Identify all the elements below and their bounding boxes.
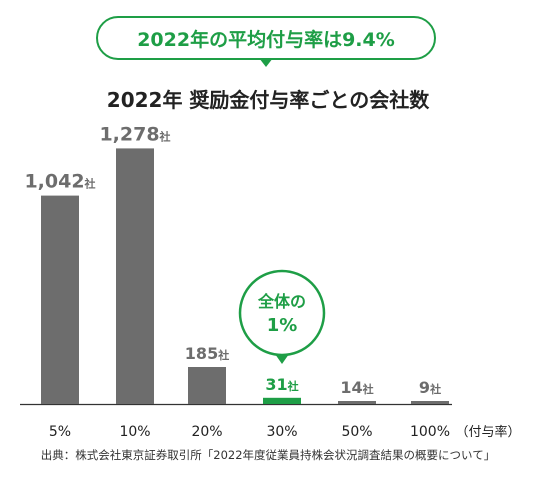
value-label: 31社	[265, 375, 298, 394]
x-tick-label: 30%	[266, 424, 297, 440]
x-tick-label: 50%	[341, 424, 372, 440]
x-tick-label: 20%	[191, 424, 222, 440]
value-label: 1,278社	[99, 123, 170, 145]
bar-5pct	[41, 195, 79, 404]
source-note: 出典：株式会社東京証券取引所「2022年度従業員持株会状況調査結果の概要について…	[40, 448, 496, 462]
bar-100pct	[411, 401, 449, 404]
average-rate-text: 2022年の平均付与率は9.4%	[137, 28, 395, 51]
bar-50pct	[338, 401, 376, 404]
x-tick-label: 5%	[49, 424, 71, 440]
bar-20pct	[188, 367, 226, 404]
value-label: 9社	[419, 378, 441, 397]
callout-pointer	[259, 58, 273, 67]
chart-title: 2022年 奨励金付与率ごとの会社数	[106, 88, 430, 112]
bar-30pct	[263, 397, 301, 404]
value-label: 1,042社	[24, 171, 95, 193]
highlight-note-line2: 1%	[267, 315, 298, 336]
average-rate-callout: 2022年の平均付与率は9.4%	[96, 16, 436, 60]
x-axis-label: （付与率）	[455, 424, 520, 440]
value-label: 14社	[340, 378, 373, 397]
x-tick-label: 100%	[410, 424, 450, 440]
highlight-bubble-pointer	[275, 354, 289, 364]
x-tick-label: 10%	[119, 424, 150, 440]
highlight-bubble	[238, 269, 326, 357]
bar-10pct	[116, 148, 154, 404]
highlight-note-line1: 全体の	[257, 292, 306, 311]
value-label: 185社	[185, 344, 229, 363]
